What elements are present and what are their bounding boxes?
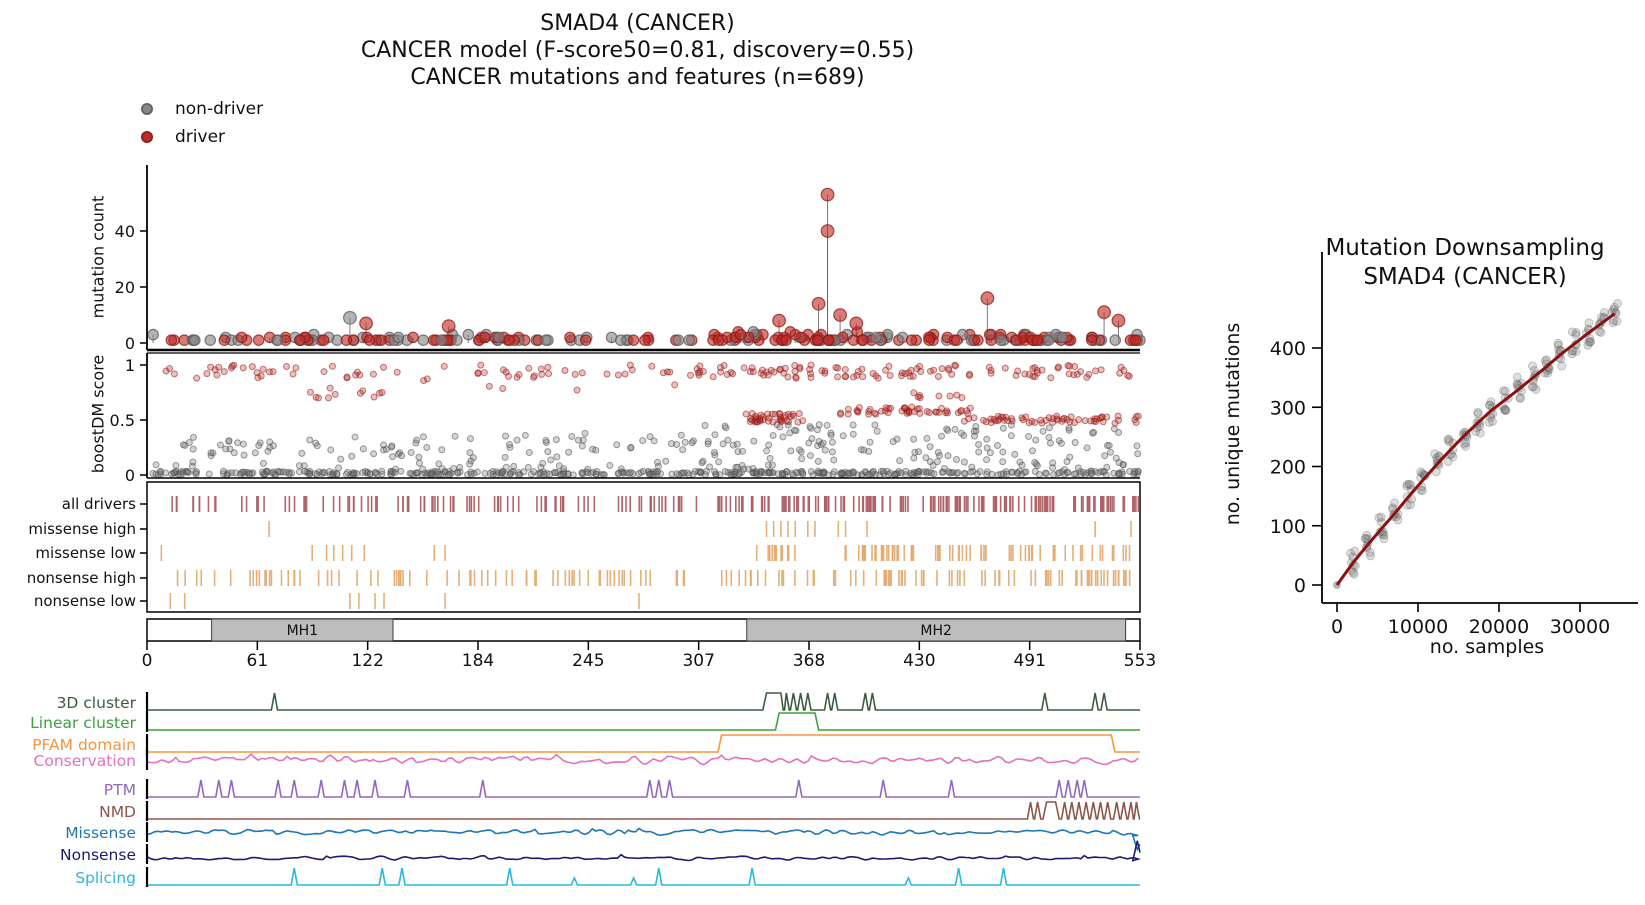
title-line-2: CANCER model (F-score50=0.81, discovery=…	[360, 38, 915, 63]
feature-label-pfam-domain: PFAM domain	[32, 736, 136, 754]
svg-text:400: 400	[1270, 338, 1306, 360]
feature-line-Nonsense	[146, 840, 1141, 862]
downsampling-title-line-1: Mutation Downsampling	[1325, 235, 1605, 261]
svg-text:100: 100	[1270, 516, 1306, 538]
raster-row-all-drivers	[171, 496, 1140, 512]
non-driver-dot-icon	[141, 103, 153, 115]
domain-MH2	[746, 618, 1127, 642]
svg-text:0.5: 0.5	[110, 411, 135, 430]
svg-text:491: 491	[1013, 651, 1045, 671]
feature-line-3D-cluster	[147, 692, 1140, 711]
svg-text:30000: 30000	[1550, 616, 1610, 638]
svg-text:430: 430	[903, 651, 935, 671]
feature-label-splicing: Splicing	[75, 869, 136, 887]
feature-label-nonsense: Nonsense	[60, 846, 136, 864]
downsampling-title-line-2: SMAD4 (CANCER)	[1363, 264, 1567, 290]
svg-text:307: 307	[682, 651, 714, 671]
title-line-3: CANCER mutations and features (n=689)	[410, 65, 865, 90]
raster-row-nonsense-low	[169, 593, 640, 609]
mutation-downsampling-panel: 0 100 200 300 400 0 10000 20000 30000	[1270, 252, 1638, 638]
mutation-count-axis-label: mutation count	[88, 195, 108, 319]
needle-plot-panel: 0 20 40	[115, 165, 1146, 353]
svg-text:0: 0	[125, 334, 135, 353]
svg-text:368: 368	[793, 651, 825, 671]
svg-text:0: 0	[142, 651, 153, 671]
domain-MH1	[211, 618, 394, 642]
feature-label-missense: Missense	[65, 824, 136, 842]
boostdm-score-panel: 00.51	[110, 352, 1142, 485]
svg-text:245: 245	[572, 651, 604, 671]
raster-row-missense-high	[268, 521, 1132, 537]
raster-row-missense-low	[160, 545, 1131, 561]
downsampling-title: Mutation Downsampling SMAD4 (CANCER)	[1265, 234, 1645, 292]
domain-label: MH1	[287, 623, 319, 639]
svg-text:20: 20	[115, 278, 135, 297]
svg-text:10000: 10000	[1388, 616, 1448, 638]
track-label-all-drivers: all drivers	[61, 495, 136, 513]
svg-text:0: 0	[125, 466, 135, 485]
legend-item-driver: driver	[141, 123, 263, 151]
track-label-missense-high: missense high	[28, 520, 136, 538]
boostdm-score-axis-label: boostDM score	[88, 354, 108, 474]
feature-line-PTM	[147, 779, 1140, 798]
raster-row-nonsense-high	[176, 570, 1131, 586]
feature-line-Conservation	[146, 752, 1139, 766]
svg-text:300: 300	[1270, 397, 1306, 419]
legend: non-driver driver	[141, 95, 263, 151]
downsampling-y-axis-label: no. unique mutations	[1222, 322, 1244, 526]
driver-raster-panel	[140, 481, 1141, 613]
domain-label: MH2	[920, 623, 952, 639]
track-label-nonsense-low: nonsense low	[33, 592, 136, 610]
svg-text:1: 1	[125, 356, 135, 375]
legend-item-non-driver: non-driver	[141, 95, 263, 123]
downsampling-fit-curve	[1335, 312, 1616, 586]
feature-line-NMD	[147, 801, 1141, 820]
svg-text:20000: 20000	[1469, 616, 1529, 638]
feature-label-conservation: Conservation	[33, 752, 136, 770]
feature-line-Missense	[146, 827, 1141, 852]
svg-text:122: 122	[351, 651, 383, 671]
feature-label-linear-cluster: Linear cluster	[30, 714, 136, 732]
feature-label-ptm: PTM	[103, 781, 136, 799]
protein-domain-bar: MH1 MH2 0 61 122 184 245 307 368 430 491 553	[142, 618, 1156, 671]
svg-text:61: 61	[247, 651, 269, 671]
feature-line-Linear-cluster	[147, 712, 1140, 731]
svg-text:40: 40	[115, 222, 135, 241]
feature-line-Splicing	[147, 867, 1140, 886]
track-label-nonsense-high: nonsense high	[26, 569, 136, 587]
svg-text:184: 184	[462, 651, 494, 671]
svg-text:553: 553	[1124, 651, 1156, 671]
legend-label: driver	[175, 127, 226, 147]
feature-tracks-panel	[145, 692, 1141, 887]
feature-label-nmd: NMD	[99, 803, 136, 821]
feature-label-3d-cluster: 3D cluster	[56, 694, 136, 712]
driver-dot-icon	[141, 131, 153, 143]
downsampling-x-axis-label: no. samples	[1429, 636, 1545, 658]
svg-text:0: 0	[1294, 575, 1306, 597]
needle-dots	[147, 187, 1146, 346]
track-label-missense-low: missense low	[35, 544, 136, 562]
svg-text:0: 0	[1331, 616, 1343, 638]
figure-title: SMAD4 (CANCER) CANCER model (F-score50=0…	[135, 10, 1140, 91]
svg-text:200: 200	[1270, 457, 1306, 479]
feature-line-PFAM-domain	[147, 734, 1140, 753]
needle-stems	[152, 194, 1138, 343]
legend-label: non-driver	[175, 99, 264, 119]
title-line-1: SMAD4 (CANCER)	[540, 11, 735, 36]
